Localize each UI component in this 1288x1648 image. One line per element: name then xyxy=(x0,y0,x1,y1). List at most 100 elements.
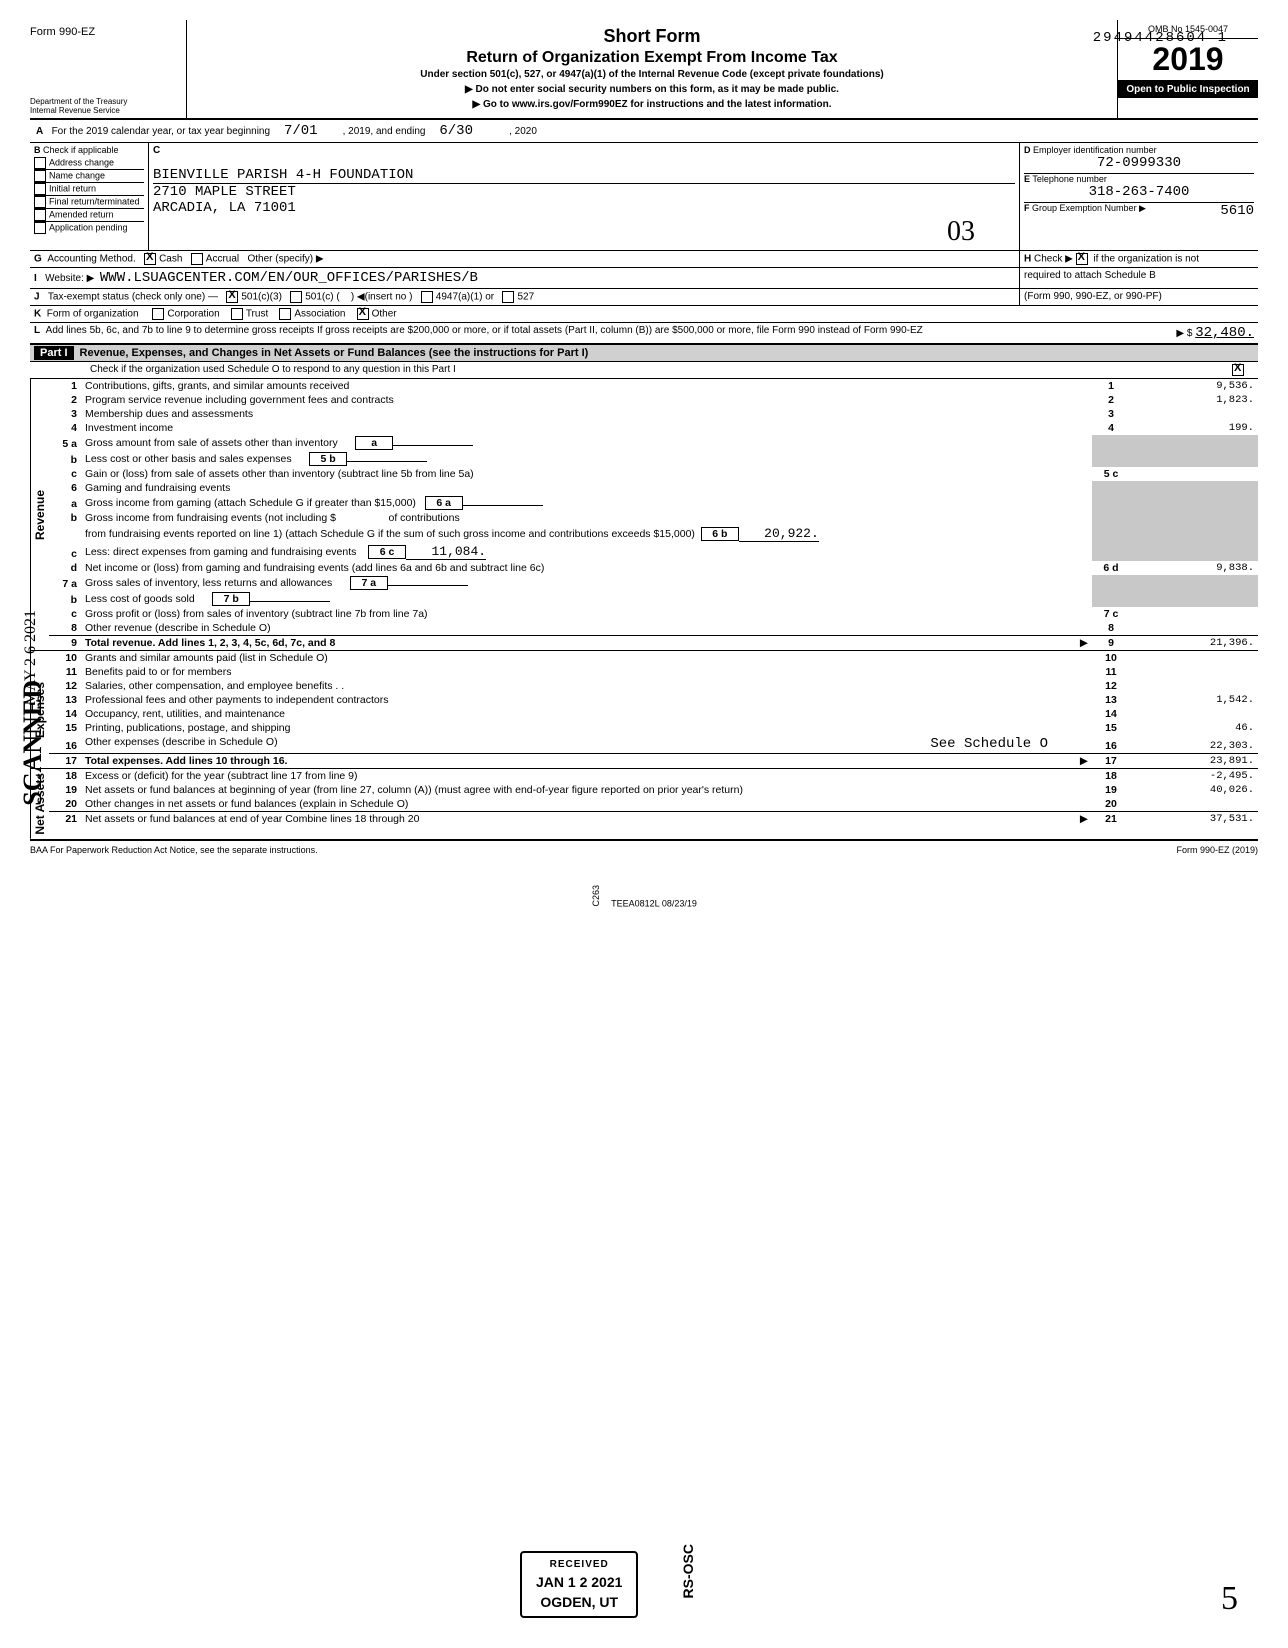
line-a-mid: , 2019, and ending xyxy=(343,126,426,137)
form-ref: Form 990-EZ (2019) xyxy=(1176,845,1258,855)
chk-association[interactable] xyxy=(279,308,291,320)
k-label: Form of organization xyxy=(47,309,139,320)
chk-4947[interactable] xyxy=(421,291,433,303)
l-row: L Add lines 5b, 6c, and 7b to line 9 to … xyxy=(30,323,1258,344)
l-arrow: ▶ $ xyxy=(1176,328,1192,339)
hand-03: 03 xyxy=(153,216,1015,248)
k-corp: Corporation xyxy=(167,309,219,320)
line-a-label: For the 2019 calendar year, or tax year … xyxy=(52,126,270,137)
gh-row: G Accounting Method. Cash Accrual Other … xyxy=(30,251,1258,268)
part1-hdr-text: Revenue, Expenses, and Changes in Net As… xyxy=(80,347,589,359)
opt-application-pending: Application pending xyxy=(49,222,128,232)
chk-cash[interactable] xyxy=(144,253,156,265)
k-trust: Trust xyxy=(246,309,268,320)
group-exemption: 5610 xyxy=(1220,203,1254,219)
subtitle: Under section 501(c), 527, or 4947(a)(1)… xyxy=(195,69,1109,80)
e-label: Telephone number xyxy=(1032,174,1107,184)
h-line1b: if the organization is not xyxy=(1093,254,1199,265)
j-row: J Tax-exempt status (check only one) — 5… xyxy=(30,289,1258,306)
teea: TEEA0812L 08/23/19 xyxy=(611,898,697,908)
d-label: Employer identification number xyxy=(1033,145,1157,155)
open-to-public: Open to Public Inspection xyxy=(1118,81,1258,98)
org-addr1: 2710 MAPLE STREET xyxy=(153,184,1015,200)
l-val: 32,480. xyxy=(1195,325,1254,341)
c263: C263 xyxy=(591,885,601,907)
chk-schedule-o[interactable] xyxy=(1232,364,1244,376)
chk-corporation[interactable] xyxy=(152,308,164,320)
chk-application-pending[interactable] xyxy=(34,222,46,234)
arrow-note-1: ▶ Do not enter social security numbers o… xyxy=(195,84,1109,95)
line-a-tail: , 2020 xyxy=(509,126,537,137)
chk-no-sched-b[interactable] xyxy=(1076,253,1088,265)
opt-name-change: Name change xyxy=(49,170,105,180)
g-accrual: Accrual xyxy=(206,254,239,265)
opt-initial-return: Initial return xyxy=(49,183,96,193)
g-label: Accounting Method. xyxy=(47,254,135,265)
chk-501c3[interactable] xyxy=(226,291,238,303)
expenses-section: Expenses 10Grants and similar amounts pa… xyxy=(30,651,1258,769)
ty-end: 6/30 xyxy=(439,123,473,139)
h-line2: required to attach Schedule B xyxy=(1024,270,1156,281)
k-row: K Form of organization Corporation Trust… xyxy=(30,306,1258,323)
j-b: 501(c) ( xyxy=(305,292,339,303)
page-number-hand: 5 xyxy=(1221,1580,1238,1618)
netassets-section: Net Assets 18Excess or (deficit) for the… xyxy=(30,769,1258,841)
dept-label: Department of the Treasury Internal Reve… xyxy=(30,98,180,116)
bcdef-block: B Check if applicable Address change Nam… xyxy=(30,143,1258,251)
line-a: A For the 2019 calendar year, or tax yea… xyxy=(30,120,1258,143)
chk-amended-return[interactable] xyxy=(34,209,46,221)
part1-sub: Check if the organization used Schedule … xyxy=(90,364,456,376)
phone: 318-263-7400 xyxy=(1024,184,1254,200)
j-label: Tax-exempt status (check only one) — xyxy=(48,292,218,303)
f-label: Group Exemption Number ▶ xyxy=(1032,203,1146,213)
h-line1: Check ▶ xyxy=(1034,254,1073,265)
opt-amended-return: Amended return xyxy=(49,209,114,219)
b-label: Check if applicable xyxy=(43,145,119,155)
g-cash: Cash xyxy=(159,254,182,265)
received-stamp: RECEIVED JAN 1 2 2021 OGDEN, UT xyxy=(520,1551,638,1618)
j-b2: ) ◀(insert no ) xyxy=(351,292,413,303)
opt-final-return: Final return/terminated xyxy=(49,196,140,206)
j-c: 4947(a)(1) or xyxy=(436,292,494,303)
g-other: Other (specify) ▶ xyxy=(247,254,323,265)
ty-begin: 7/01 xyxy=(284,123,318,139)
form-number: 990-EZ xyxy=(59,26,95,38)
chk-trust[interactable] xyxy=(231,308,243,320)
website: WWW.LSUAGCENTER.COM/EN/OUR_OFFICES/PARIS… xyxy=(100,270,478,286)
k-other: Other xyxy=(372,309,397,320)
chk-initial-return[interactable] xyxy=(34,183,46,195)
chk-501c[interactable] xyxy=(290,291,302,303)
chk-address-change[interactable] xyxy=(34,157,46,169)
baa-notice: BAA For Paperwork Reduction Act Notice, … xyxy=(30,845,318,855)
chk-other-org[interactable] xyxy=(357,308,369,320)
chk-name-change[interactable] xyxy=(34,170,46,182)
ein: 72-0999330 xyxy=(1024,155,1254,171)
part1-header: Part IRevenue, Expenses, and Changes in … xyxy=(30,344,1258,362)
opt-address-change: Address change xyxy=(49,157,114,167)
org-addr2: ARCADIA, LA 71001 xyxy=(153,200,1015,216)
page-footer: BAA For Paperwork Reduction Act Notice, … xyxy=(30,841,1258,855)
arrow-note-2: ▶ Go to www.irs.gov/Form990EZ for instru… xyxy=(195,99,1109,110)
h-line3: (Form 990, 990-EZ, or 990-PF) xyxy=(1024,291,1162,302)
stamp-received: RECEIVED xyxy=(536,1559,622,1570)
j-a: 501(c)(3) xyxy=(241,292,282,303)
chk-accrual[interactable] xyxy=(191,253,203,265)
l-text: Add lines 5b, 6c, and 7b to line 9 to de… xyxy=(46,325,923,336)
form-prefix: Form xyxy=(30,26,56,38)
j-d: 527 xyxy=(517,292,534,303)
revenue-section: Revenue 1Contributions, gifts, grants, a… xyxy=(30,379,1258,651)
hand-date: MAY 2 6 2021 xyxy=(22,610,40,705)
org-name: BIENVILLE PARISH 4-H FOUNDATION xyxy=(153,167,1015,184)
chk-final-return[interactable] xyxy=(34,196,46,208)
stamp-date: JAN 1 2 2021 xyxy=(536,1574,622,1590)
main-title: Return of Organization Exempt From Incom… xyxy=(195,49,1109,67)
short-form-title: Short Form xyxy=(195,26,1109,47)
chk-527[interactable] xyxy=(502,291,514,303)
rs-osc: RS-OSC xyxy=(680,1544,696,1598)
i-label: Website: ▶ xyxy=(45,273,94,284)
i-row: I Website: ▶ WWW.LSUAGCENTER.COM/EN/OUR_… xyxy=(30,268,1258,289)
k-assoc: Association xyxy=(294,309,345,320)
stamp-where: OGDEN, UT xyxy=(536,1594,622,1610)
dln-number: 29494428604 1 xyxy=(1093,30,1228,46)
form-header: Form 990-EZ Department of the Treasury I… xyxy=(30,20,1258,120)
